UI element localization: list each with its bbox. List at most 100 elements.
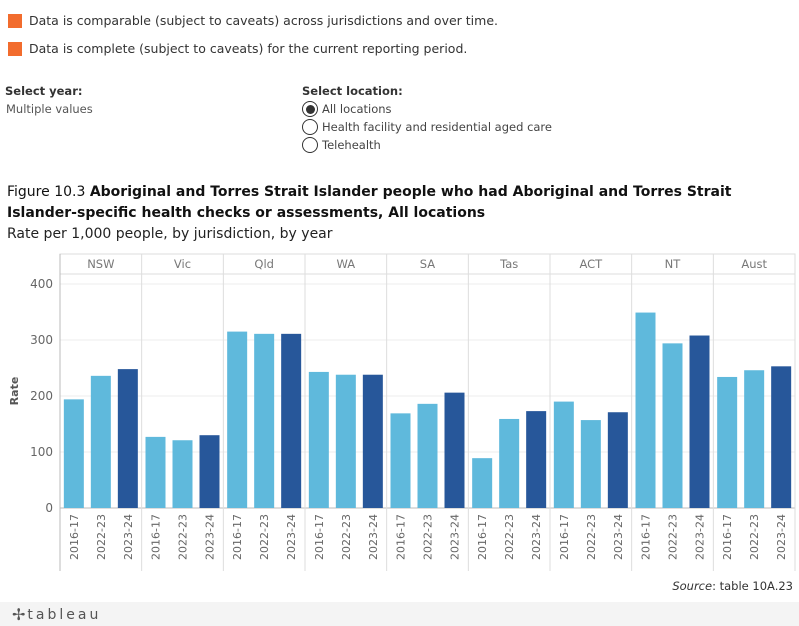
x-tick-label: 2016-17 xyxy=(640,514,653,560)
x-tick-label: 2023-24 xyxy=(285,514,298,560)
source-text: : table 10A.23 xyxy=(712,579,793,593)
jurisdiction-label: Aust xyxy=(741,257,767,271)
figure-title: Figure 10.3 Aboriginal and Torres Strait… xyxy=(7,182,797,224)
x-tick-label: 2023-24 xyxy=(122,514,135,560)
radio-label: All locations xyxy=(322,102,392,116)
select-location-label: Select location: xyxy=(302,84,403,98)
x-tick-label: 2016-17 xyxy=(721,514,734,560)
complete-swatch xyxy=(8,41,22,56)
x-tick-label: 2016-17 xyxy=(313,514,326,560)
x-tick-label: 2023-24 xyxy=(694,514,707,560)
bar-wa-2023-24 xyxy=(362,374,383,508)
legend-text-comparable: Data is comparable (subject to caveats) … xyxy=(29,13,498,28)
x-tick-label: 2016-17 xyxy=(150,514,163,560)
x-tick-label: 2023-24 xyxy=(612,514,625,560)
x-tick-label: 2016-17 xyxy=(68,514,81,560)
jurisdiction-label: WA xyxy=(337,257,356,271)
bar-qld-2023-24 xyxy=(281,333,302,508)
y-axis-label: Rate xyxy=(8,377,21,406)
x-tick-label: 2016-17 xyxy=(558,514,571,560)
x-tick-label: 2016-17 xyxy=(231,514,244,560)
source-note: Source: table 10A.23 xyxy=(672,579,793,593)
select-year-value[interactable]: Multiple values xyxy=(6,102,93,116)
radio-all-locations[interactable]: All locations xyxy=(302,101,392,117)
figure-subtitle: Rate per 1,000 people, by jurisdiction, … xyxy=(7,226,333,242)
bar-tas-2022-23 xyxy=(499,418,520,508)
y-tick-label: 300 xyxy=(30,333,53,347)
radio-button[interactable] xyxy=(302,137,318,153)
radio-button[interactable] xyxy=(302,101,318,117)
jurisdiction-label: NT xyxy=(665,257,682,271)
bar-vic-2022-23 xyxy=(172,440,193,508)
x-tick-label: 2023-24 xyxy=(775,514,788,560)
x-tick-label: 2016-17 xyxy=(395,514,408,560)
bar-act-2023-24 xyxy=(607,412,628,508)
bar-tas-2016-17 xyxy=(472,458,493,508)
bar-tas-2023-24 xyxy=(526,411,547,508)
select-year-label: Select year: xyxy=(5,84,83,98)
bar-aust-2023-24 xyxy=(771,366,792,508)
bar-aust-2022-23 xyxy=(744,370,765,508)
radio-button[interactable] xyxy=(302,119,318,135)
radio-label: Telehealth xyxy=(322,138,381,152)
bar-nt-2022-23 xyxy=(662,343,683,508)
x-tick-label: 2023-24 xyxy=(204,514,217,560)
bar-vic-2023-24 xyxy=(199,435,220,508)
y-tick-label: 100 xyxy=(30,445,53,459)
tableau-wordmark: tableau xyxy=(27,606,102,623)
jurisdiction-label: Tas xyxy=(499,257,518,271)
figure-number: Figure 10.3 xyxy=(7,184,90,200)
bar-vic-2016-17 xyxy=(145,436,166,508)
tableau-plus-icon: ✢ xyxy=(12,605,26,624)
jurisdiction-label: ACT xyxy=(579,257,603,271)
bar-wa-2022-23 xyxy=(335,374,356,508)
bar-sa-2022-23 xyxy=(417,403,438,508)
tableau-logo[interactable]: ✢ tableau xyxy=(12,605,101,624)
jurisdiction-label: Qld xyxy=(254,257,274,271)
bar-nt-2016-17 xyxy=(635,312,656,508)
bar-nt-2023-24 xyxy=(689,335,710,508)
legend-text-complete: Data is complete (subject to caveats) fo… xyxy=(29,41,468,56)
bar-aust-2016-17 xyxy=(717,376,738,508)
radio-label: Health facility and residential aged car… xyxy=(322,120,552,134)
jurisdiction-label: SA xyxy=(420,257,436,271)
jurisdiction-label: NSW xyxy=(87,257,114,271)
x-tick-label: 2022-23 xyxy=(585,514,598,560)
figure-title-text: Aboriginal and Torres Strait Islander pe… xyxy=(7,184,732,221)
bar-chart: 0 100 200 300 400 Rate NSW 2016-17 2022-23 2023-2… xyxy=(8,253,796,571)
source-label: Source xyxy=(672,579,713,593)
radio-selected-dot xyxy=(305,104,315,114)
x-tick-label: 2023-24 xyxy=(530,514,543,560)
y-tick-label: 0 xyxy=(45,501,53,515)
y-tick-label: 400 xyxy=(30,277,53,291)
bar-nsw-2023-24 xyxy=(117,369,138,508)
x-tick-label: 2022-23 xyxy=(667,514,680,560)
x-tick-label: 2016-17 xyxy=(476,514,489,560)
legend-item-comparable: Data is comparable (subject to caveats) … xyxy=(8,13,498,28)
x-tick-label: 2022-23 xyxy=(748,514,761,560)
x-tick-label: 2023-24 xyxy=(449,514,462,560)
x-tick-label: 2022-23 xyxy=(177,514,190,560)
x-tick-label: 2022-23 xyxy=(95,514,108,560)
tableau-footer: ✢ tableau xyxy=(0,602,799,626)
x-tick-label: 2022-23 xyxy=(340,514,353,560)
bar-nsw-2022-23 xyxy=(90,375,111,508)
x-tick-label: 2023-24 xyxy=(367,514,380,560)
bar-sa-2023-24 xyxy=(444,392,465,508)
bar-nsw-2016-17 xyxy=(63,399,84,508)
bar-act-2016-17 xyxy=(553,401,574,508)
radio-health-facility[interactable]: Health facility and residential aged car… xyxy=(302,119,552,135)
bar-wa-2016-17 xyxy=(308,371,329,508)
x-tick-label: 2022-23 xyxy=(258,514,271,560)
jurisdiction-label: Vic xyxy=(174,257,191,271)
comparable-swatch xyxy=(8,13,22,28)
x-tick-label: 2022-23 xyxy=(422,514,435,560)
bar-qld-2016-17 xyxy=(227,331,248,508)
bar-act-2022-23 xyxy=(580,420,601,508)
bar-qld-2022-23 xyxy=(254,333,275,508)
radio-telehealth[interactable]: Telehealth xyxy=(302,137,381,153)
x-tick-label: 2022-23 xyxy=(503,514,516,560)
bar-sa-2016-17 xyxy=(390,413,411,508)
y-tick-label: 200 xyxy=(30,389,53,403)
legend-item-complete: Data is complete (subject to caveats) fo… xyxy=(8,41,467,56)
